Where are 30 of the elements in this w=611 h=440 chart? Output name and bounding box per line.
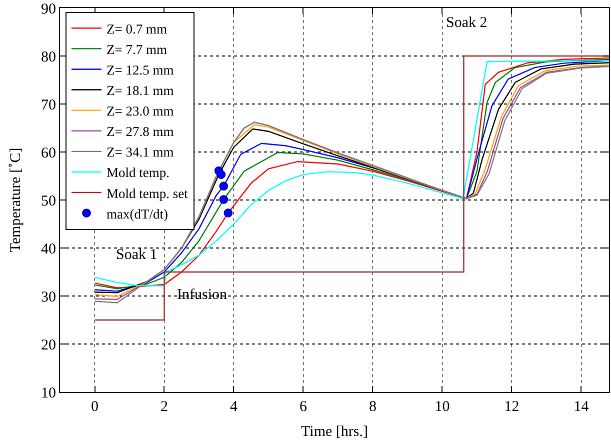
legend-label: max(dT/dt) xyxy=(106,206,168,222)
y-tick-label: 40 xyxy=(41,241,56,258)
y-tick-label: 70 xyxy=(41,97,56,114)
x-tick-label: 8 xyxy=(368,399,376,415)
legend-label: Z= 0.7 mm xyxy=(106,21,168,36)
legend-label: Mold temp. set xyxy=(106,186,188,201)
legend-label: Z= 23.0 mm xyxy=(106,104,174,119)
y-tick-label: 50 xyxy=(41,193,56,210)
y-tick-label: 60 xyxy=(41,145,56,162)
x-axis-title: Time [hrs.] xyxy=(301,424,368,440)
x-tick-label: 2 xyxy=(160,399,168,415)
y-tick-label: 80 xyxy=(41,49,56,66)
y-tick-label: 10 xyxy=(41,385,56,402)
x-tick-label: 4 xyxy=(230,399,238,415)
legend-label: Mold temp. xyxy=(106,165,170,180)
y-tick-label: 90 xyxy=(41,1,56,18)
x-tick-label: 0 xyxy=(91,399,98,415)
y-tick-label: 30 xyxy=(41,289,56,306)
legend-label: Z= 7.7 mm xyxy=(106,42,168,57)
x-tick-label: 14 xyxy=(574,399,590,415)
y-tick-label: 20 xyxy=(41,337,56,354)
legend-label: Z= 27.8 mm xyxy=(106,124,174,140)
legend-label: Z= 12.5 mm xyxy=(106,62,174,78)
legend-label: Z= 34.1 mm xyxy=(106,144,174,160)
x-tick-label: 12 xyxy=(504,399,520,415)
legend-label: Z= 18.1 mm xyxy=(106,83,174,98)
x-tick-label: 6 xyxy=(299,399,308,415)
x-tick-label: 10 xyxy=(434,399,450,415)
annotation: Soak 1 xyxy=(116,247,158,263)
annotation: Soak 2 xyxy=(446,15,488,31)
